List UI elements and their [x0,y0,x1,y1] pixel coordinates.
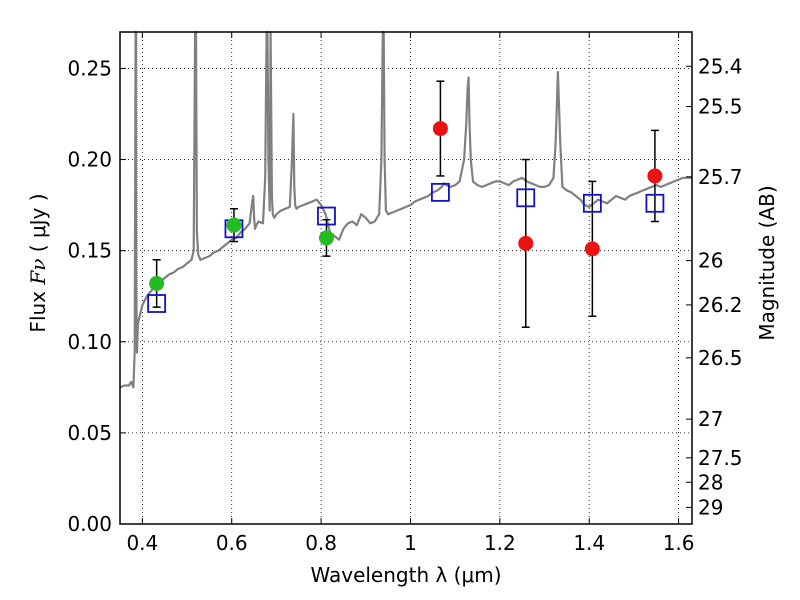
data-point-circle [647,168,663,184]
y-axis-label: Flux Fν ( μJy ) [26,193,50,332]
x-tick-label: 1.6 [663,531,695,555]
axis-ticks [120,32,692,525]
data-point-circle [226,217,242,233]
x-tick-label: 0.4 [126,531,158,555]
data-point-square [317,206,336,226]
y-tick-label: 0.00 [67,512,112,536]
data-point-circle [518,235,534,251]
points-layer [147,121,665,313]
data-point-square [645,193,665,213]
mag-tick-label: 26 [698,249,723,273]
x-axis-label: Wavelength λ (μm) [310,563,501,587]
x-tick-label: 1.2 [484,531,516,555]
y-tick-label: 0.25 [67,56,112,80]
data-point-circle [318,230,334,246]
x-tick-label: 0.8 [305,531,337,555]
data-point-square [516,188,536,208]
y-axis-label-suffix: ( μJy ) [26,193,50,258]
data-point-square [431,182,450,202]
mag-tick-label: 29 [698,495,723,519]
spectrum-layer [119,30,692,389]
spectrum-line [119,30,692,389]
grid-lines [120,32,692,525]
data-point-square [582,193,602,213]
mag-tick-label: 26.2 [698,293,743,317]
y-tick-label: 0.05 [67,421,112,445]
x-tick-label: 0.6 [216,531,248,555]
plot-frame [119,31,693,525]
mag-tick-label: 28 [698,470,723,494]
y-tick-label: 0.10 [67,330,112,354]
x-tick-label: 1.4 [573,531,605,555]
tick-labels: 0.4 0.6 0.8 1 1.2 1.4 1.6 0.00 0.05 0.10 0.15 0.20 0… [67,54,742,555]
data-point-circle [584,241,600,257]
y-tick-label: 0.20 [67,148,112,172]
data-point-circle [149,275,165,291]
mag-tick-label: 25.7 [698,165,743,189]
mag-tick-label: 25.4 [698,54,743,78]
mag-tick-label: 25.5 [698,95,743,119]
y-tick-label: 0.15 [67,239,112,263]
y2-axis-label: Magnitude (AB) [755,185,779,340]
y-axis-label-prefix: Flux [26,285,50,333]
data-point-circle [432,121,448,137]
y-axis-label-math: Fν [26,259,50,286]
mag-tick-label: 26.5 [698,346,743,370]
data-point-square [147,294,167,313]
x-tick-label: 1 [404,531,417,555]
mag-tick-label: 27.5 [698,446,743,470]
mag-tick-label: 27 [698,407,723,431]
